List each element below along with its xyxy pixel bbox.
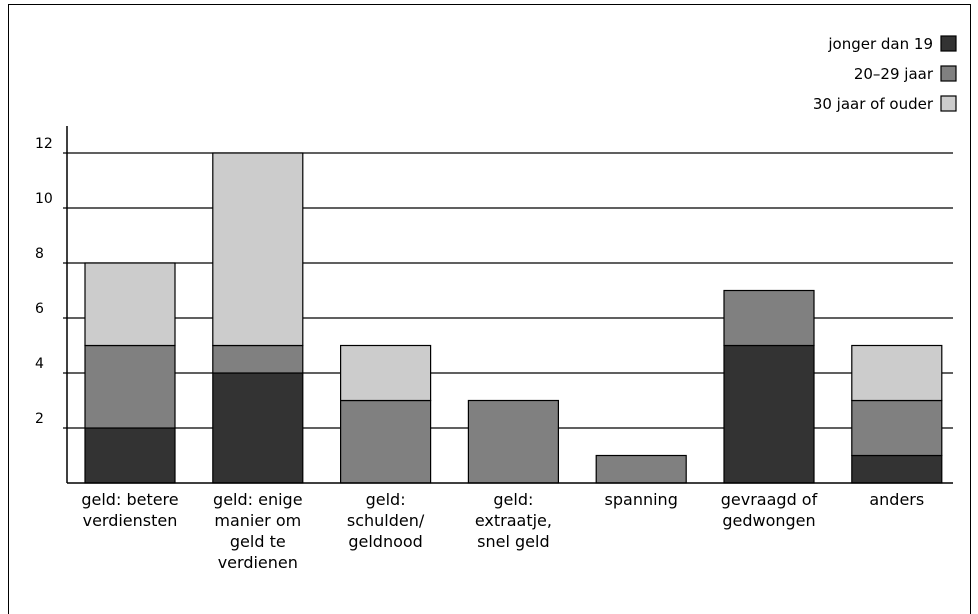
y-tick-labels: 2 4 6 8 10 12 bbox=[35, 136, 53, 427]
legend-swatch bbox=[940, 95, 957, 112]
legend-swatch bbox=[940, 65, 957, 82]
bar-segment bbox=[467, 399, 559, 484]
bar-segment bbox=[212, 344, 304, 374]
category-labels: geld: betere verdiensten geld: enige manier… bbox=[81, 490, 924, 572]
bar-segment bbox=[723, 344, 815, 484]
bar-segment bbox=[340, 399, 432, 484]
legend-label: 30 jaar of ouder bbox=[813, 95, 934, 113]
category-label: gevraagd of gedwongen bbox=[721, 490, 818, 530]
bar-segment bbox=[212, 152, 304, 347]
legend-label: jonger dan 19 bbox=[827, 35, 933, 53]
bars bbox=[84, 152, 943, 484]
category-label: geld: betere verdiensten bbox=[81, 490, 178, 530]
bar-segment bbox=[212, 372, 304, 484]
bar-segment bbox=[595, 454, 687, 484]
y-tick-label: 6 bbox=[35, 301, 44, 317]
y-tick-label: 10 bbox=[35, 191, 53, 207]
bar-segment bbox=[84, 262, 176, 347]
category-label: geld: schulden/geldnood bbox=[347, 490, 425, 551]
y-tick-label: 2 bbox=[35, 411, 44, 427]
bar-segment bbox=[851, 344, 943, 402]
bar-segment bbox=[851, 454, 943, 484]
category-label: spanning bbox=[605, 490, 678, 509]
bar-segment bbox=[723, 289, 815, 347]
y-tick-label: 12 bbox=[35, 136, 53, 152]
bar-segment bbox=[851, 399, 943, 457]
category-label: anders bbox=[869, 490, 924, 509]
legend-label: 20–29 jaar bbox=[854, 65, 934, 83]
legend-swatch bbox=[940, 35, 957, 52]
legend: jonger dan 19 20–29 jaar 30 jaar of ouder bbox=[813, 35, 957, 113]
category-label: geld: extraatje, snel geld bbox=[475, 490, 552, 551]
bar-segment bbox=[84, 427, 176, 484]
bar-segment bbox=[340, 344, 432, 402]
y-tick-label: 4 bbox=[35, 356, 44, 372]
gridlines bbox=[63, 152, 953, 429]
bar-segment bbox=[84, 344, 176, 429]
y-tick-label: 8 bbox=[35, 246, 44, 262]
category-label: geld: enige manier om geld te verdienen bbox=[213, 490, 303, 572]
axes bbox=[66, 126, 953, 484]
